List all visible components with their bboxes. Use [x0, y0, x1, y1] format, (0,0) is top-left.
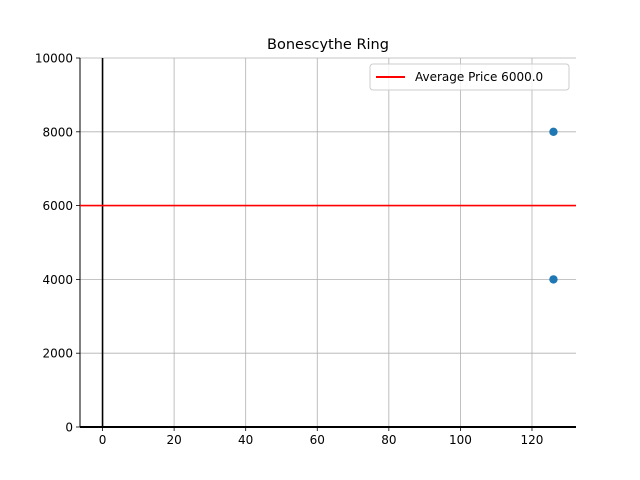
chart-title: Bonescythe Ring	[267, 37, 389, 53]
x-tick-label: 80	[381, 433, 396, 447]
y-axis-ticks: 0 2000 4000 6000 8000 10000	[35, 52, 80, 435]
legend-label-average-price: Average Price 6000.0	[415, 70, 543, 84]
y-tick-label: 6000	[42, 199, 73, 213]
x-tick-label: 60	[310, 433, 325, 447]
legend-box	[369, 63, 570, 91]
x-tick-label: 20	[166, 433, 181, 447]
data-point	[549, 127, 558, 136]
x-tick-label: 40	[238, 433, 253, 447]
y-tick-label: 2000	[42, 347, 73, 361]
x-tick-label: 120	[521, 433, 544, 447]
x-axis-ticks: 0 20 40 60 80 100 120	[99, 427, 544, 447]
y-tick-label: 0	[65, 421, 73, 435]
x-tick-label: 100	[449, 433, 472, 447]
x-tick-label: 0	[99, 433, 107, 447]
data-points	[549, 127, 558, 284]
data-point	[549, 275, 558, 284]
legend: Average Price 6000.0	[369, 63, 570, 91]
y-tick-label: 8000	[42, 125, 73, 139]
axes	[79, 58, 576, 428]
y-tick-label: 10000	[35, 52, 73, 66]
y-tick-label: 4000	[42, 273, 73, 287]
